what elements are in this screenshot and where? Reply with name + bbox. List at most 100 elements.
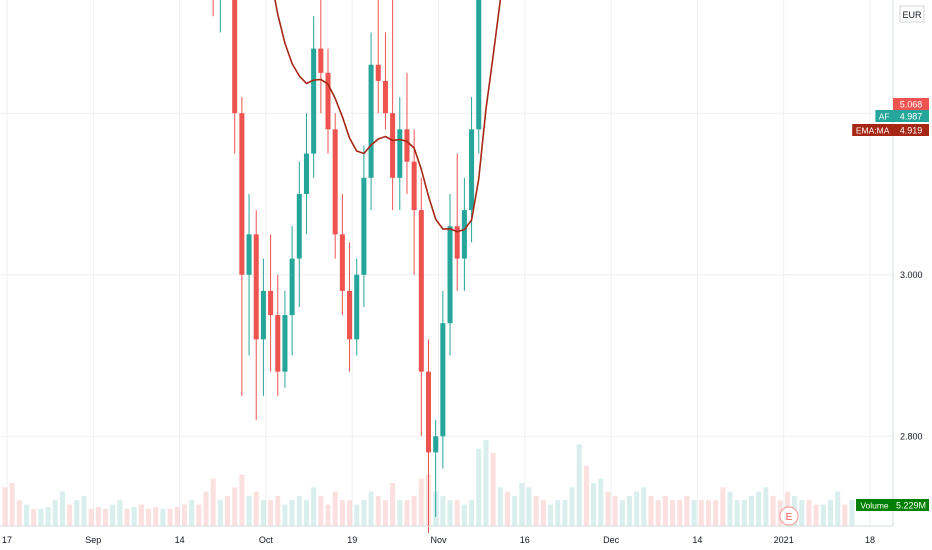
volume-bar	[598, 478, 604, 526]
volume-bar	[282, 504, 288, 526]
volume-bar	[677, 500, 683, 526]
x-tick-label: 19	[347, 535, 357, 545]
volume-bar	[655, 500, 661, 526]
volume-bar	[160, 508, 166, 526]
candle-body	[347, 290, 353, 340]
candle-body	[382, 80, 388, 114]
candle-body	[375, 64, 381, 81]
candle-body	[253, 234, 259, 340]
volume-bar	[31, 508, 37, 526]
candle-body	[296, 193, 302, 259]
volume-bar	[454, 500, 460, 526]
x-tick-label: 2021	[774, 535, 794, 545]
volume-bar	[253, 491, 259, 526]
volume-bar	[741, 500, 747, 526]
time-axis[interactable]: 17 Sep 14 Oct 19 Nov 16 Dec 14 2021 18	[2, 535, 875, 545]
volume-bar	[461, 504, 467, 526]
volume-bar	[476, 448, 482, 526]
volume-bar	[619, 500, 625, 526]
volume-bar	[318, 495, 324, 526]
volume-bar	[469, 500, 475, 526]
volume-bar	[81, 495, 87, 526]
volume-bar	[382, 500, 388, 526]
candle-body	[440, 323, 446, 437]
volume-bar	[483, 440, 489, 526]
candlesticks	[212, 0, 482, 534]
volume-bar	[763, 487, 769, 526]
price-label-value: 4.987	[900, 112, 923, 122]
volume-bar	[375, 495, 381, 526]
y-tick-label: 3.000	[900, 270, 923, 280]
volume-bar	[612, 495, 618, 526]
volume-bar	[325, 504, 331, 526]
price-label-name-box	[875, 110, 893, 122]
price-label-name: AF	[879, 112, 890, 122]
volume-bar	[411, 495, 417, 526]
candle-body	[411, 161, 417, 211]
volume-bar	[260, 500, 266, 526]
candle-body	[260, 290, 266, 340]
volume-bar	[181, 504, 187, 526]
price-label-value: 5.068	[900, 100, 923, 110]
candle-body	[339, 234, 345, 291]
candle-body	[325, 72, 331, 130]
volume-bar	[390, 483, 396, 526]
x-tick-label: 14	[175, 535, 185, 545]
volume-bar	[569, 487, 575, 526]
y-tick-label: 2.800	[900, 432, 923, 442]
volume-bar	[303, 500, 309, 526]
volume-bar	[813, 504, 819, 526]
x-tick-label: Oct	[259, 535, 274, 545]
volume-bar	[347, 500, 353, 526]
volume-bar	[203, 491, 209, 526]
volume-bar	[102, 508, 109, 526]
volume-bar	[189, 500, 195, 526]
volume-bar	[45, 507, 51, 526]
volume-bar	[698, 500, 704, 526]
candle-body	[404, 129, 410, 162]
candle-body	[289, 258, 295, 316]
volume-bar	[131, 507, 137, 526]
volume-bar	[770, 495, 776, 526]
volume-bar	[418, 478, 424, 526]
volume-bar	[490, 452, 496, 526]
candle-body	[268, 290, 274, 316]
volume-bar	[332, 491, 338, 526]
volume-bar	[533, 495, 539, 526]
ema-line	[274, 0, 502, 233]
volume-bar	[110, 504, 116, 526]
candle-body	[311, 48, 317, 154]
volume-bar	[605, 491, 611, 526]
x-tick-label: 18	[865, 535, 875, 545]
volume-bar	[2, 487, 8, 526]
volume-bar	[67, 504, 73, 526]
candle-body	[476, 0, 482, 130]
volume-bar	[196, 504, 202, 526]
x-tick-label: 17	[2, 535, 12, 545]
candle-body	[282, 315, 288, 372]
x-tick-label: 16	[520, 535, 530, 545]
volume-bar	[174, 507, 180, 526]
price-label-box	[893, 98, 929, 110]
volume-bar	[842, 504, 848, 526]
candle-body	[232, 0, 238, 114]
candle-body	[433, 436, 439, 453]
volume-bar	[95, 507, 101, 526]
earnings-event-icon[interactable]: E	[779, 506, 799, 526]
volume-bar	[583, 465, 589, 526]
volume-bar	[153, 507, 159, 526]
volume-bar	[311, 487, 317, 526]
volume-bar	[713, 500, 719, 526]
volume-bar	[641, 487, 647, 526]
volume-bar	[52, 500, 58, 526]
candle-body	[368, 64, 374, 178]
volume-bar	[339, 500, 345, 526]
volume-label-value: 5.229M	[896, 501, 926, 511]
volume-bar	[827, 500, 833, 526]
volume-bar	[691, 500, 697, 526]
candle-body	[318, 48, 324, 73]
volume-bar	[225, 495, 231, 526]
volume-bar	[806, 500, 812, 526]
volume-bar	[670, 500, 676, 526]
currency-label: EUR	[902, 10, 922, 20]
